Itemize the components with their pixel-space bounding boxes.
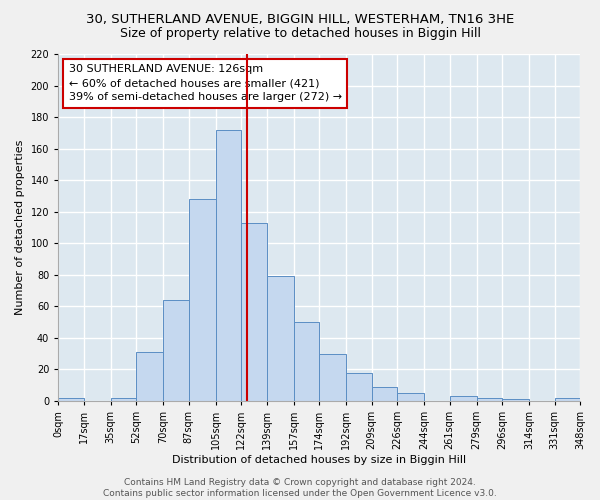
Bar <box>449 396 476 401</box>
Bar <box>319 354 346 401</box>
Bar <box>371 387 397 401</box>
Bar <box>346 372 371 401</box>
Bar <box>163 300 188 401</box>
Bar <box>58 398 83 401</box>
Bar <box>136 352 163 401</box>
X-axis label: Distribution of detached houses by size in Biggin Hill: Distribution of detached houses by size … <box>172 455 466 465</box>
Bar <box>502 400 529 401</box>
Bar <box>188 199 215 401</box>
Bar <box>293 322 319 401</box>
Y-axis label: Number of detached properties: Number of detached properties <box>15 140 25 315</box>
Text: 30, SUTHERLAND AVENUE, BIGGIN HILL, WESTERHAM, TN16 3HE: 30, SUTHERLAND AVENUE, BIGGIN HILL, WEST… <box>86 12 514 26</box>
Text: Size of property relative to detached houses in Biggin Hill: Size of property relative to detached ho… <box>119 28 481 40</box>
Text: 30 SUTHERLAND AVENUE: 126sqm
← 60% of detached houses are smaller (421)
39% of s: 30 SUTHERLAND AVENUE: 126sqm ← 60% of de… <box>68 64 342 102</box>
Bar <box>397 393 424 401</box>
Text: Contains HM Land Registry data © Crown copyright and database right 2024.
Contai: Contains HM Land Registry data © Crown c… <box>103 478 497 498</box>
Bar <box>266 276 293 401</box>
Bar <box>215 130 241 401</box>
Bar <box>110 398 136 401</box>
Bar <box>476 398 502 401</box>
Bar <box>554 398 580 401</box>
Bar <box>241 223 266 401</box>
